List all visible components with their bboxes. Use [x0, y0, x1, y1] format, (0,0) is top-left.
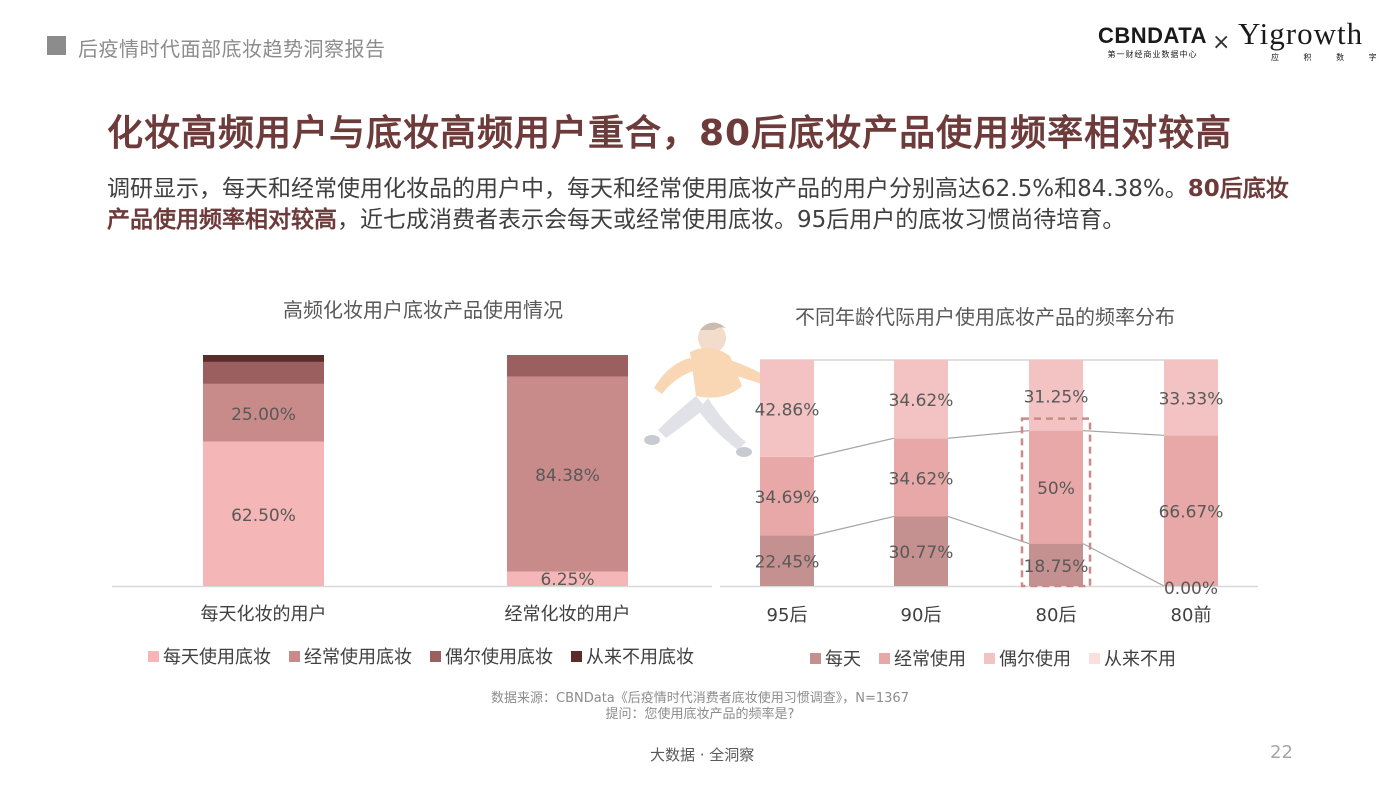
- bar-segment: [760, 456, 814, 536]
- legend-item: 经常使用底妆: [289, 643, 412, 669]
- legend-item: 偶尔使用底妆: [430, 643, 553, 669]
- data-label: 25.00%: [231, 405, 296, 425]
- page-title: 化妆高频用户与底妆高频用户重合，80后底妆产品使用频率相对较高: [107, 113, 1233, 154]
- bar-segment: [203, 441, 324, 586]
- data-label: 31.25%: [1024, 387, 1089, 407]
- data-label: 0.00%: [1164, 579, 1218, 599]
- category-label: 80后: [1036, 605, 1077, 626]
- yigrowth-logo-subtext: 应 积 数 字: [1271, 53, 1388, 62]
- yigrowth-logo: Yigrowth 应 积 数 字: [1238, 18, 1388, 63]
- connector-line: [947, 430, 1030, 439]
- header-square-icon: [47, 36, 66, 55]
- legend-swatch-occasional: [430, 650, 441, 662]
- category-label: 90后: [901, 605, 942, 626]
- runner-illustration: [644, 322, 766, 457]
- legend-item: 从来不用: [1089, 645, 1176, 671]
- bar-segment: [203, 383, 324, 442]
- legend-label: 每天: [825, 649, 861, 670]
- legend-swatch-often: [879, 652, 890, 664]
- description-bold: 80后底妆产品使用频率相对较高: [107, 176, 1289, 233]
- data-label: 66.67%: [1159, 503, 1224, 523]
- cbndata-logo: CBNDATA 第一财经商业数据中心: [1098, 24, 1207, 60]
- bar-segment: [507, 571, 628, 586]
- bar-segment: [1164, 360, 1218, 436]
- right-chart-title: 不同年龄代际用户使用底妆产品的频率分布: [795, 305, 1175, 329]
- description: 调研显示，每天和经常使用化妆品的用户中，每天和经常使用底妆产品的用户分别高达62…: [107, 174, 1307, 236]
- category-label: 每天化妆的用户: [201, 604, 327, 625]
- data-label: 34.69%: [755, 488, 820, 508]
- report-title: 后疫情时代面部底妆趋势洞察报告: [78, 37, 386, 61]
- times-icon: ×: [1212, 30, 1231, 55]
- legend-label: 经常使用底妆: [304, 647, 412, 668]
- bar-segment: [507, 355, 628, 377]
- legend-label: 经常使用: [894, 649, 966, 670]
- data-label: 34.62%: [889, 391, 954, 411]
- legend-swatch-daily: [148, 650, 159, 662]
- bar-segment: [1164, 435, 1218, 586]
- bar-segment: [203, 355, 324, 362]
- category-label: 80前: [1171, 605, 1212, 626]
- legend-item: 从来不用底妆: [571, 643, 694, 669]
- legend-label: 每天使用底妆: [163, 647, 271, 668]
- data-label: 22.45%: [755, 553, 820, 573]
- left-chart-title: 高频化妆用户底妆产品使用情况: [283, 298, 563, 322]
- data-label: 33.33%: [1159, 390, 1224, 410]
- left-chart-legend: 每天使用底妆 经常使用底妆 偶尔使用底妆 从来不用底妆: [148, 643, 712, 669]
- connector-line: [1082, 430, 1165, 436]
- data-label: 62.50%: [231, 506, 296, 526]
- bar-segment: [760, 360, 814, 457]
- bar-segment: [894, 438, 948, 517]
- legend-label: 从来不用: [1104, 649, 1176, 670]
- legend-label: 偶尔使用: [999, 649, 1071, 670]
- data-label: 50%: [1037, 479, 1075, 499]
- legend-item: 每天: [810, 645, 861, 671]
- category-label: 95后: [767, 605, 808, 626]
- data-label: 84.38%: [535, 466, 600, 486]
- legend-swatch-never: [571, 650, 582, 662]
- data-label: 18.75%: [1024, 557, 1089, 577]
- legend-swatch-often: [289, 650, 300, 662]
- bar-segment: [760, 535, 814, 586]
- description-part1: 调研显示，每天和经常使用化妆品的用户中，每天和经常使用底妆产品的用户分别高达62…: [107, 176, 1188, 202]
- cbndata-logo-subtext: 第一财经商业数据中心: [1107, 50, 1198, 59]
- cbndata-logo-text: CBNDATA: [1098, 23, 1207, 48]
- legend-item: 偶尔使用: [984, 645, 1071, 671]
- connector-line: [947, 515, 1030, 545]
- highlight-box: [1020, 417, 1092, 588]
- page-number: 22: [1270, 742, 1293, 763]
- bar-segment: [1029, 430, 1083, 544]
- legend-item: 经常使用: [879, 645, 966, 671]
- survey-question: 提问：您使用底妆产品的频率是?: [605, 707, 795, 722]
- data-label: 42.86%: [755, 400, 820, 420]
- legend-swatch-never: [1089, 652, 1100, 664]
- right-chart-legend: 每天 经常使用 偶尔使用 从来不用: [810, 645, 1194, 671]
- description-part2: ，近七成消费者表示会每天或经常使用底妆。95后用户的底妆习惯尚待培育。: [337, 207, 1126, 233]
- category-label: 经常化妆的用户: [505, 604, 631, 625]
- data-label: 6.25%: [540, 570, 594, 590]
- data-source: 数据来源：CBNData《后疫情时代消费者底妆使用习惯调查》，N=1367: [491, 691, 909, 706]
- legend-item: 每天使用底妆: [148, 643, 271, 669]
- footer-text: 大数据 · 全洞察: [650, 746, 755, 764]
- data-label: 30.77%: [889, 543, 954, 563]
- legend-label: 从来不用底妆: [586, 647, 694, 668]
- bar-segment: [1029, 543, 1083, 586]
- bar-segment: [203, 361, 324, 384]
- data-label: 34.62%: [889, 469, 954, 489]
- bar-segment: [894, 359, 948, 439]
- legend-swatch-daily: [810, 652, 821, 664]
- bar-segment: [894, 516, 948, 586]
- bar-segment: [507, 376, 628, 572]
- legend-swatch-occasional: [984, 652, 995, 664]
- legend-label: 偶尔使用底妆: [445, 647, 553, 668]
- connector-line: [813, 437, 895, 458]
- connector-line: [813, 515, 895, 536]
- yigrowth-logo-text: Yigrowth: [1238, 16, 1364, 51]
- connector-line: [1082, 543, 1165, 587]
